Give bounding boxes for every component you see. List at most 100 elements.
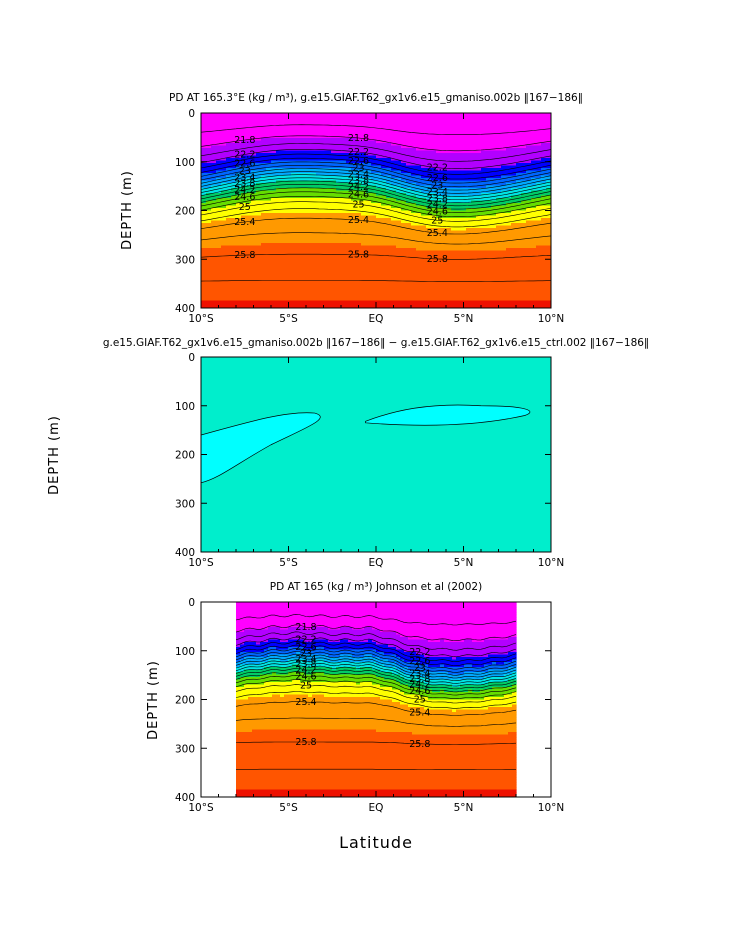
field-cell	[461, 148, 467, 152]
field-cell	[466, 148, 472, 152]
field-cell	[351, 298, 357, 302]
field-cell	[456, 250, 462, 254]
field-cell	[211, 268, 217, 272]
field-cell	[266, 225, 272, 229]
field-cell	[451, 295, 457, 299]
field-cell	[471, 208, 477, 212]
field-cell	[211, 263, 217, 267]
field-cell	[381, 203, 387, 207]
field-cell	[401, 248, 407, 252]
field-cell	[201, 115, 207, 119]
field-cell	[496, 213, 502, 217]
field-cell	[501, 253, 507, 257]
field-cell	[496, 165, 502, 169]
field-cell	[511, 250, 517, 254]
field-cell	[451, 238, 457, 242]
field-cell	[341, 160, 347, 164]
field-cell	[436, 163, 442, 167]
field-cell	[496, 303, 502, 307]
field-cell	[516, 138, 522, 142]
field-cell	[451, 248, 457, 252]
field-cell	[246, 298, 252, 302]
field-cell	[256, 190, 262, 194]
field-cell	[201, 283, 207, 287]
field-cell	[211, 220, 217, 224]
field-cell	[261, 273, 267, 277]
field-cell	[236, 135, 242, 139]
field-cell	[236, 265, 242, 269]
field-cell	[441, 140, 447, 144]
field-cell	[386, 228, 392, 232]
field-cell	[256, 235, 262, 239]
field-cell	[436, 130, 442, 134]
field-cell	[451, 223, 457, 227]
field-cell	[416, 243, 422, 247]
field-cell	[211, 295, 217, 299]
field-cell	[321, 125, 327, 129]
field-cell	[386, 230, 392, 234]
field-cell	[256, 115, 262, 119]
field-cell	[371, 168, 377, 172]
field-cell	[351, 280, 357, 284]
field-cell	[331, 160, 337, 164]
field-cell	[296, 218, 302, 222]
field-cell	[376, 170, 382, 174]
field-cell	[271, 305, 277, 308]
field-cell	[441, 198, 447, 202]
field-cell	[391, 143, 397, 147]
field-cell	[311, 303, 317, 307]
field-cell	[376, 240, 382, 244]
field-cell	[401, 125, 407, 129]
field-cell	[366, 218, 372, 222]
field-cell	[291, 205, 297, 209]
field-cell	[296, 210, 302, 214]
field-cell	[421, 160, 427, 164]
field-cell	[261, 213, 267, 217]
field-cell	[401, 190, 407, 194]
field-cell	[471, 290, 477, 294]
field-cell	[486, 260, 492, 264]
field-cell	[331, 218, 337, 222]
field-cell	[361, 215, 367, 219]
field-cell	[436, 150, 442, 154]
field-cell	[266, 130, 272, 134]
field-cell	[346, 195, 352, 199]
field-cell	[366, 160, 372, 164]
field-cell	[401, 198, 407, 202]
field-cell	[516, 163, 522, 167]
field-cell	[411, 153, 417, 157]
field-cell	[426, 298, 432, 302]
field-cell	[271, 265, 277, 269]
field-cell	[371, 233, 377, 237]
field-cell	[256, 290, 262, 294]
field-cell	[201, 198, 207, 202]
field-cell	[476, 295, 482, 299]
field-cell	[421, 265, 427, 269]
field-cell	[436, 290, 442, 294]
field-cell	[386, 220, 392, 224]
field-cell	[206, 118, 212, 122]
field-cell	[221, 275, 227, 279]
field-cell	[431, 125, 437, 129]
field-cell	[316, 230, 322, 234]
field-cell	[396, 203, 402, 207]
field-cell	[416, 213, 422, 217]
field-cell	[276, 145, 282, 149]
field-cell	[391, 115, 397, 119]
field-cell	[246, 163, 252, 167]
field-cell	[306, 258, 312, 262]
field-cell	[511, 273, 517, 277]
field-cell	[376, 305, 382, 308]
field-cell	[396, 278, 402, 282]
field-cell	[241, 280, 247, 284]
field-cell	[301, 180, 307, 184]
field-cell	[296, 158, 302, 162]
field-cell	[426, 115, 432, 119]
field-cell	[301, 298, 307, 302]
field-cell	[256, 153, 262, 157]
field-cell	[361, 263, 367, 267]
field-cell	[416, 200, 422, 204]
field-cell	[486, 263, 492, 267]
field-cell	[471, 173, 477, 177]
field-cell	[501, 155, 507, 159]
